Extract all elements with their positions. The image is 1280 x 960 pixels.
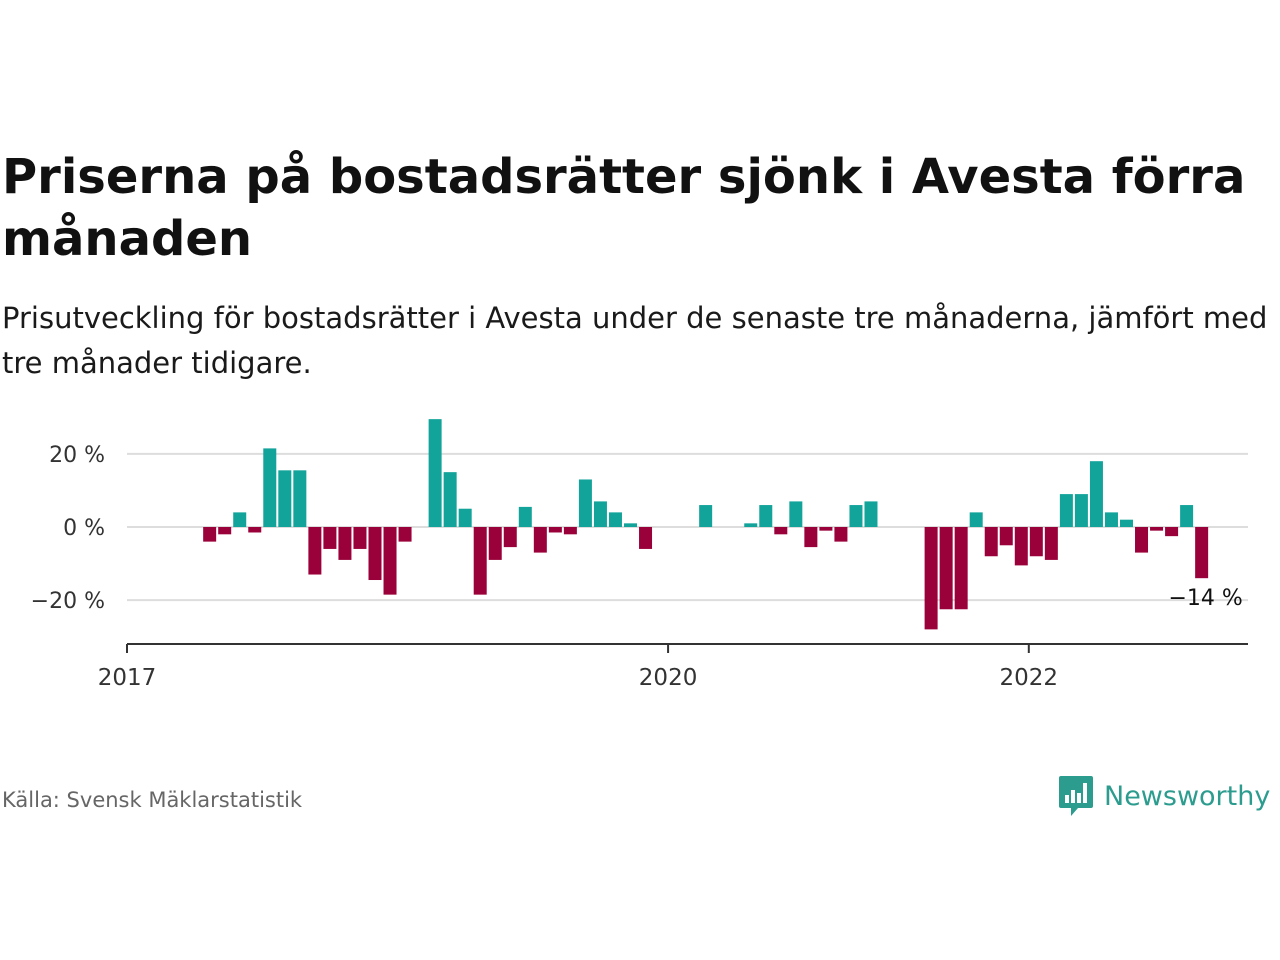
bar: [338, 527, 352, 560]
bar: [503, 527, 517, 548]
axis-layer: [126, 643, 1248, 653]
bar: [864, 501, 878, 527]
x-tick-label: 2020: [639, 665, 698, 691]
y-tick-label: 0 %: [63, 516, 105, 541]
y-tick-label: 20 %: [49, 443, 105, 468]
bar: [954, 527, 968, 610]
source-note: Källa: Svensk Mäklarstatistik: [2, 788, 303, 812]
bar: [398, 527, 412, 542]
bar: [1195, 527, 1209, 579]
bar: [819, 527, 833, 531]
bar: [969, 512, 983, 527]
bar: [248, 527, 262, 533]
bar: [308, 527, 322, 575]
bar: [1165, 527, 1179, 537]
bar: [203, 527, 217, 542]
bar: [263, 448, 277, 527]
x-tick-label: 2022: [1000, 665, 1059, 691]
bar: [443, 472, 457, 527]
bar: [218, 527, 232, 535]
bar: [849, 505, 863, 527]
bar: [759, 505, 773, 527]
y-tick-label: −20 %: [31, 589, 105, 614]
bar: [293, 470, 307, 527]
bar: [1014, 527, 1028, 566]
bar: [533, 527, 547, 553]
bar: [608, 512, 622, 527]
bar: [1180, 505, 1194, 527]
bar: [939, 527, 953, 610]
x-tick-label: 2017: [98, 665, 157, 691]
bar: [1089, 461, 1103, 527]
bar: [233, 512, 247, 527]
bar: [488, 527, 502, 560]
bar: [1119, 519, 1133, 527]
bar: [278, 470, 292, 527]
bar: [1135, 527, 1149, 553]
bar: [578, 479, 592, 527]
bar: [323, 527, 337, 549]
bar-chart-speech-bubble-icon: [1059, 776, 1093, 816]
bar: [353, 527, 367, 549]
bar: [789, 501, 803, 527]
bar: [999, 527, 1013, 546]
bar: [383, 527, 397, 595]
bar: [1029, 527, 1043, 557]
bar: [1104, 512, 1118, 527]
bar: [774, 527, 788, 535]
bar: [1044, 527, 1058, 560]
bar: [563, 527, 577, 535]
value-annotation: −14 %: [1168, 586, 1242, 611]
bar: [518, 506, 532, 527]
bar: [593, 501, 607, 527]
bar: [834, 527, 848, 542]
bar: [624, 523, 638, 527]
logo-text: Newsworthy: [1104, 780, 1271, 812]
bar-chart: 20 % 0 % −20 % 2017 2020 2022 −14 %: [31, 419, 1248, 691]
bar: [924, 527, 938, 630]
bars-layer: [203, 419, 1209, 630]
newsworthy-logo[interactable]: Newsworthy: [1058, 774, 1270, 818]
bar: [368, 527, 382, 581]
bar: [458, 508, 472, 527]
chart-subtitle: Prisutveckling för bostadsrätter i Avest…: [2, 301, 1268, 380]
bar: [428, 419, 442, 527]
bar: [744, 523, 758, 527]
labels-layer: 20 % 0 % −20 % 2017 2020 2022 −14 %: [31, 443, 1243, 691]
bar: [548, 527, 562, 533]
bar: [473, 527, 487, 595]
bar: [639, 527, 653, 549]
bar: [699, 505, 713, 527]
bar: [1150, 527, 1164, 531]
chart-title: Priserna på bostadsrätter sjönk i Avesta…: [2, 149, 1246, 267]
bar: [1059, 494, 1073, 527]
bar: [1074, 494, 1088, 527]
bar: [984, 527, 998, 557]
bar: [804, 527, 818, 548]
